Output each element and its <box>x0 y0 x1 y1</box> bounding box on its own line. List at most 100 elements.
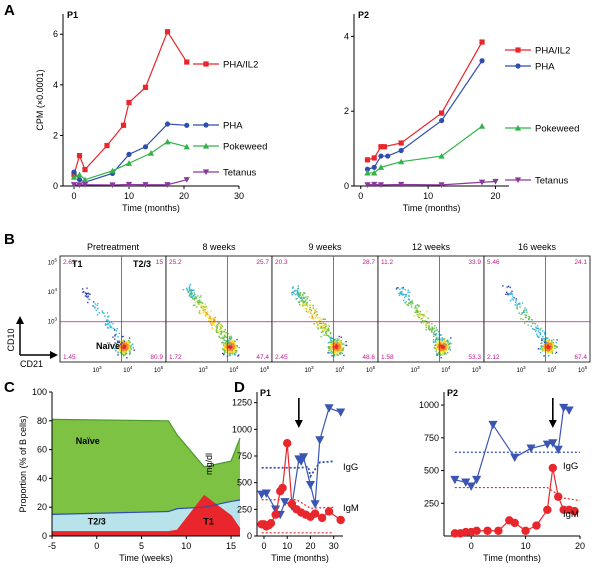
cell-dot <box>324 327 327 329</box>
cell-dot <box>416 309 418 311</box>
cell-dot <box>209 317 211 319</box>
cell-dot <box>336 340 338 342</box>
x-tick-label: 105 <box>154 365 164 374</box>
data-point <box>364 169 371 176</box>
cell-dot <box>126 344 128 347</box>
cell-dot <box>231 352 233 354</box>
cell-dot <box>546 344 548 346</box>
cell-dot <box>220 330 223 333</box>
tick-exponent: 3 <box>99 365 102 370</box>
cell-dot <box>444 348 446 350</box>
cell-dot <box>223 353 225 356</box>
y-tick-label: 105 <box>48 257 58 266</box>
cell-dot <box>440 344 443 347</box>
data-point <box>377 164 385 170</box>
cell-dot <box>292 286 294 288</box>
cell-dot <box>339 349 342 351</box>
cell-dot <box>442 351 444 353</box>
tick-base: 10 <box>472 368 479 374</box>
cell-dot <box>443 340 445 343</box>
cell-dot <box>125 352 128 354</box>
cell-dot <box>194 297 196 300</box>
cell-dot <box>298 293 300 296</box>
cell-dot <box>128 350 131 353</box>
legend-label: PHA <box>223 121 243 132</box>
cell-dot <box>412 302 414 305</box>
cell-dot <box>215 330 217 332</box>
cell-dot <box>436 338 438 340</box>
cell-dot <box>221 325 224 328</box>
cell-dot <box>221 328 223 330</box>
cell-dot <box>128 342 130 344</box>
cell-dot <box>307 306 309 308</box>
cell-dot <box>190 291 193 294</box>
cell-dot <box>548 343 550 345</box>
cell-dot <box>424 324 427 327</box>
quadrant-value: 24.1 <box>574 259 587 266</box>
y-tick-label: 60 <box>37 445 47 455</box>
cell-dot <box>447 345 449 348</box>
tick-exponent: 4 <box>342 365 345 370</box>
plot-frame <box>271 255 379 363</box>
cell-dot <box>423 314 425 316</box>
cell-dot <box>528 318 530 321</box>
cell-dot <box>227 346 230 348</box>
cell-dot <box>325 330 327 332</box>
cell-dot <box>447 352 449 354</box>
cell-dot <box>331 337 333 339</box>
cell-dot <box>522 311 525 313</box>
cell-dot <box>421 316 423 319</box>
cell-dot <box>116 347 118 350</box>
cell-dot <box>555 341 557 344</box>
cell-dot <box>543 331 546 334</box>
data-point <box>278 483 287 493</box>
cell-dot <box>83 291 85 293</box>
cell-dot <box>204 313 207 316</box>
cell-dot <box>236 338 238 341</box>
cell-dot <box>205 311 207 313</box>
cell-dot <box>229 338 232 341</box>
cell-dot <box>221 352 224 355</box>
x-tick-label: 20 <box>179 191 189 201</box>
cell-dots <box>395 286 452 359</box>
cell-dot <box>212 323 215 325</box>
y-tick-label: 104 <box>48 287 58 296</box>
data-point <box>164 29 171 35</box>
cell-dot <box>335 350 337 353</box>
x-tick-label: 0 <box>469 541 474 551</box>
cell-dot <box>123 340 126 342</box>
cell-dot <box>214 319 216 321</box>
cell-dot <box>223 336 225 338</box>
tick-exponent: 3 <box>311 365 314 370</box>
cell-dot <box>548 340 551 342</box>
cell-dot <box>105 323 108 326</box>
cell-dot <box>543 346 545 348</box>
cell-dot <box>330 331 332 334</box>
data-point <box>109 182 116 189</box>
cell-dot <box>547 340 549 343</box>
cell-dot <box>426 324 428 327</box>
cell-dot <box>294 290 296 292</box>
cell-dot <box>437 344 440 347</box>
cell-dot <box>325 334 327 336</box>
cell-dot <box>234 347 237 349</box>
cell-dot <box>320 331 323 334</box>
legend-marker <box>202 142 210 149</box>
cell-dot <box>309 316 311 318</box>
series-label: IgM <box>563 509 579 520</box>
x-tick-label: 10 <box>282 541 292 551</box>
cell-dot <box>296 291 298 293</box>
gate-label-t23: T2/3 <box>133 259 151 269</box>
cell-dot <box>129 353 131 355</box>
cell-dot <box>414 307 416 309</box>
data-point <box>147 149 155 156</box>
cell-dot <box>221 330 224 333</box>
data-point <box>81 182 89 188</box>
tick-exponent: 4 <box>54 287 57 292</box>
cell-dot <box>336 345 338 347</box>
data-point <box>336 515 345 525</box>
cell-dot <box>507 285 510 288</box>
cell-dot <box>329 341 332 343</box>
cell-dot <box>446 340 448 342</box>
cell-dot <box>194 296 196 298</box>
